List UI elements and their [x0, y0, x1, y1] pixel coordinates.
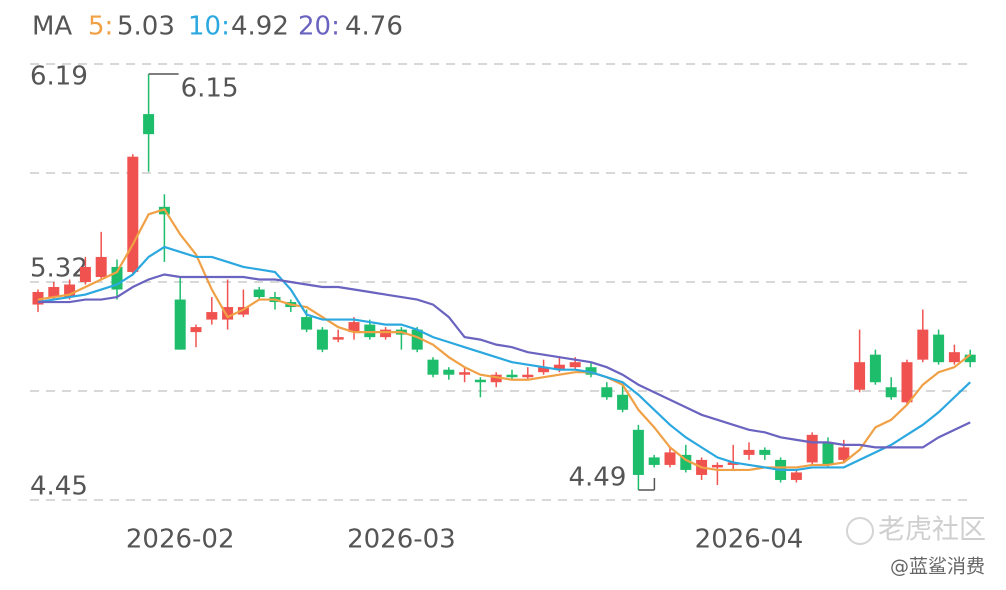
- x-tick-label: 2026-04: [695, 525, 804, 555]
- candle-body: [301, 317, 313, 330]
- candle-body: [48, 287, 60, 298]
- candle-body: [522, 374, 534, 378]
- candle-body: [838, 447, 850, 460]
- candle-body: [174, 299, 186, 350]
- y-tick-label: 5.32: [30, 254, 88, 284]
- candle-body: [680, 454, 692, 470]
- watermark-author: @蓝鲨消费: [890, 556, 985, 578]
- candle-body: [743, 449, 755, 455]
- candle-body: [933, 334, 945, 363]
- min-label: 4.49: [569, 462, 627, 492]
- candle-body: [869, 354, 881, 383]
- candle-body: [664, 452, 676, 465]
- x-tick-label: 2026-02: [126, 525, 235, 555]
- candle-body: [553, 364, 565, 370]
- candle-body: [332, 337, 344, 340]
- candle-body: [948, 352, 960, 363]
- candle-body: [806, 434, 818, 463]
- legend-value: 5.03: [117, 12, 175, 42]
- candle-body: [380, 329, 392, 338]
- candle-body: [411, 329, 423, 350]
- candle-body: [648, 457, 660, 465]
- candle-body: [790, 472, 802, 480]
- legend-name: 10:: [188, 12, 230, 42]
- candle-body: [427, 359, 439, 375]
- candle-body: [506, 374, 518, 378]
- candle-body: [443, 369, 455, 375]
- y-tick-label: 4.45: [30, 472, 88, 502]
- candle-body: [490, 374, 502, 383]
- candle-body: [569, 362, 581, 368]
- y-tick-label: 6.19: [30, 62, 88, 92]
- candle-body: [190, 327, 202, 333]
- candle-body: [727, 462, 739, 465]
- candle-body: [364, 324, 376, 338]
- candle-body: [759, 449, 771, 455]
- legend-title: MA: [32, 12, 72, 42]
- candle-body: [822, 442, 834, 465]
- candle-body: [143, 114, 155, 135]
- legend: 5: 5.03 10: 4.92 20: 4.76: [88, 12, 403, 42]
- ma-line: [38, 273, 971, 449]
- x-tick-label: 2026-03: [347, 525, 456, 555]
- candle-body: [854, 362, 866, 390]
- candle-body: [253, 289, 265, 298]
- ma-line: [37, 208, 971, 472]
- legend-name: 20:: [298, 12, 340, 42]
- candle-body: [585, 367, 597, 375]
- candle-body: [901, 362, 913, 403]
- ma-line: [37, 245, 971, 472]
- candle-body: [601, 387, 613, 398]
- watermark: 老虎社区: [878, 515, 986, 546]
- candle-body: [459, 372, 471, 375]
- candle-body: [32, 292, 44, 305]
- candle-body: [127, 156, 139, 272]
- legend-name: 5:: [88, 12, 113, 42]
- candle-body: [617, 394, 629, 410]
- candle-body: [111, 266, 123, 290]
- candle-body: [917, 329, 929, 360]
- candle-body: [316, 329, 328, 350]
- candle-body: [885, 387, 897, 398]
- candle-body: [348, 322, 360, 333]
- candle-body: [64, 284, 76, 298]
- candle-body: [474, 379, 486, 383]
- candle-body: [95, 256, 107, 277]
- max-label: 6.15: [181, 74, 239, 104]
- candle-body: [964, 354, 976, 363]
- legend-value: 4.92: [231, 12, 289, 42]
- candle-body: [222, 307, 234, 320]
- candle-body: [237, 307, 249, 315]
- candle-body: [206, 312, 218, 320]
- watermark-icon: [846, 517, 874, 545]
- candle-body: [711, 464, 723, 468]
- candle-body: [538, 367, 550, 373]
- candle-body: [632, 429, 644, 475]
- legend-value: 4.76: [345, 12, 403, 42]
- candle-body: [79, 266, 91, 282]
